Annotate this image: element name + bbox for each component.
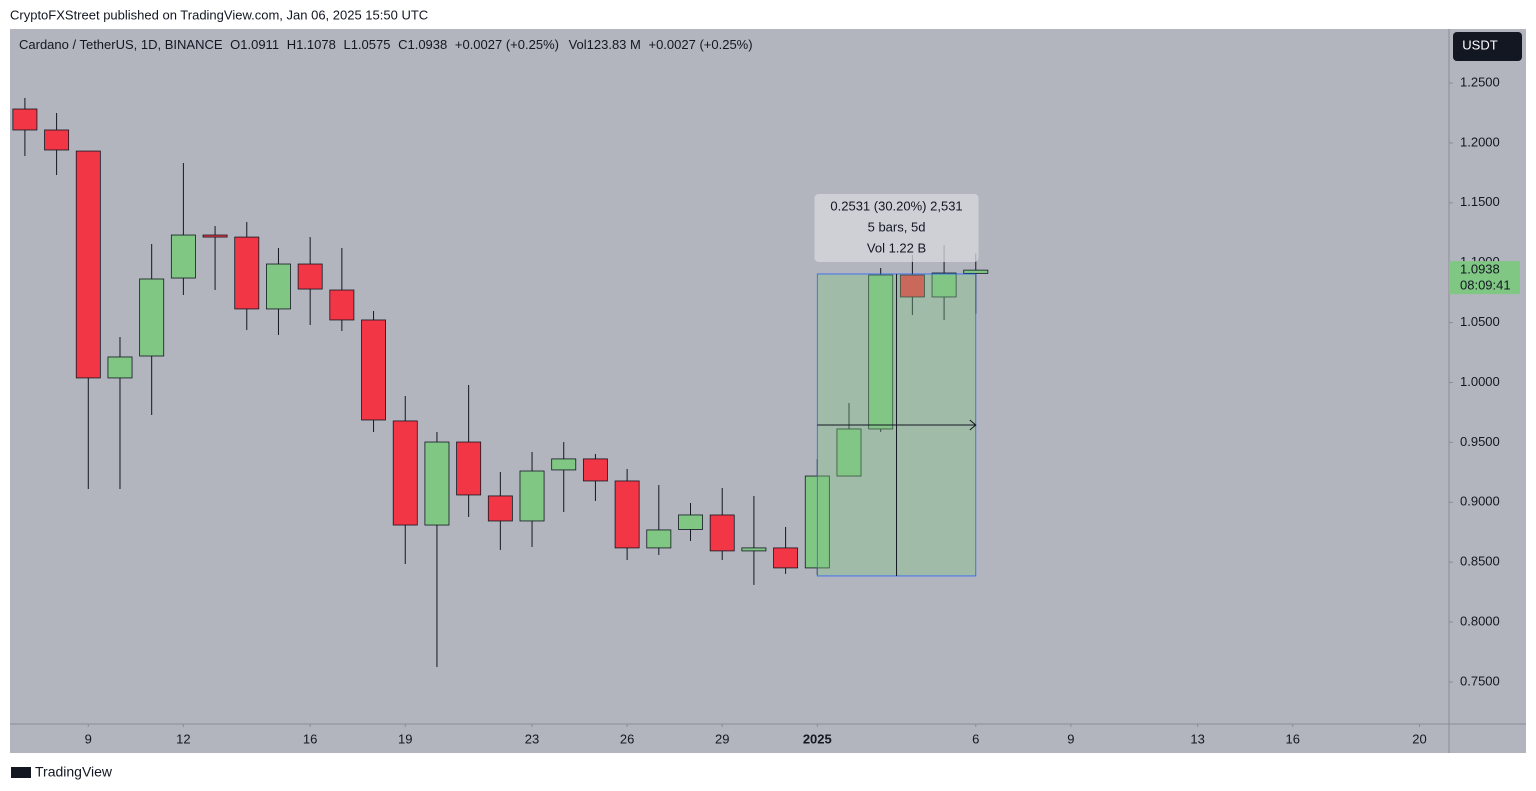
candle-body: [963, 269, 989, 274]
y-tick-label: 0.7500: [1460, 673, 1500, 688]
candle-body: [582, 458, 608, 482]
y-tick-label: 0.9000: [1460, 494, 1500, 509]
x-tick-label: 29: [715, 731, 729, 746]
candle-body: [646, 529, 672, 549]
candle-body: [361, 319, 386, 421]
chart-background: [10, 29, 1526, 753]
legend-high: H1.1078: [287, 37, 336, 52]
measure-bars: 5 bars, 5d: [868, 219, 926, 234]
x-tick-label: 13: [1190, 731, 1204, 746]
x-tick-label: 16: [1286, 731, 1300, 746]
currency: USDT: [1462, 37, 1497, 52]
y-tick-label: 1.1500: [1460, 194, 1500, 209]
candle-body: [773, 547, 799, 569]
measure-box: [814, 193, 979, 262]
x-tick-label: 9: [1067, 731, 1074, 746]
measure-change: 0.2531 (30.20%) 2,531: [830, 198, 962, 213]
x-tick-label: 20: [1412, 731, 1426, 746]
x-tick-label: 26: [620, 731, 634, 746]
candle-body: [519, 470, 545, 522]
currency-button[interactable]: [1453, 32, 1522, 61]
candle-body: [170, 234, 196, 279]
candle-body: [139, 278, 165, 357]
candle-body: [836, 428, 862, 477]
y-tick-label: 1.0500: [1460, 314, 1500, 329]
candle-body: [107, 356, 133, 379]
y-tick-label: 1.2500: [1460, 74, 1500, 89]
candle-body: [75, 150, 101, 379]
legend: Cardano / TetherUS, 1D, BINANCE O1.0911 …: [19, 37, 753, 52]
candle-body: [741, 547, 767, 552]
candle-body: [266, 263, 291, 310]
candle-body: [487, 495, 513, 522]
x-tick-label: 19: [398, 731, 412, 746]
candle-body: [329, 289, 355, 321]
legend-volume: Vol123.83 M: [569, 37, 641, 52]
last-price: 1.0938: [1460, 262, 1500, 277]
legend-change: +0.0027 (+0.25%): [455, 37, 559, 52]
x-tick-label: 2025: [803, 731, 832, 746]
brand-logo: [11, 767, 31, 778]
candle-body: [709, 514, 735, 552]
countdown: 08:09:41: [1460, 278, 1511, 293]
candle-body: [899, 274, 925, 298]
candle-body: [202, 234, 228, 238]
candle-body: [424, 441, 450, 526]
measure-arrow: [969, 419, 977, 431]
brand: TradingView: [35, 764, 113, 780]
candle-body: [868, 274, 894, 430]
published-note: CryptoFXStreet published on TradingView.…: [10, 7, 428, 22]
x-tick-label: 16: [303, 731, 317, 746]
x-tick-label: 9: [85, 731, 92, 746]
candle-body: [456, 441, 482, 496]
legend-close: C1.0938: [398, 37, 447, 52]
legend-volume-change: +0.0027 (+0.25%): [648, 37, 752, 52]
candle-body: [12, 108, 38, 131]
measure-volume: Vol 1.22 B: [867, 240, 926, 255]
y-tick-label: 0.8000: [1460, 613, 1500, 628]
candle-body: [614, 480, 640, 549]
candle-body: [234, 236, 260, 310]
x-tick-label: 6: [972, 731, 979, 746]
y-tick-label: 1.2000: [1460, 134, 1500, 149]
legend-low: L1.0575: [343, 37, 390, 52]
x-tick-label: 23: [525, 731, 539, 746]
candle-body: [392, 420, 418, 526]
legend-symbol: Cardano / TetherUS, 1D, BINANCE: [19, 37, 223, 52]
candle-body: [297, 263, 323, 290]
y-tick-label: 0.8500: [1460, 554, 1500, 569]
candle-body: [678, 514, 703, 530]
candle-body: [551, 458, 577, 471]
y-tick-label: 1.0000: [1460, 374, 1500, 389]
candle-body: [931, 272, 957, 298]
x-tick-label: 12: [176, 731, 190, 746]
legend-open: O1.0911: [230, 37, 279, 52]
y-tick-label: 0.9500: [1460, 434, 1500, 449]
last-price-label: [1449, 261, 1520, 295]
candle-body: [44, 129, 70, 151]
